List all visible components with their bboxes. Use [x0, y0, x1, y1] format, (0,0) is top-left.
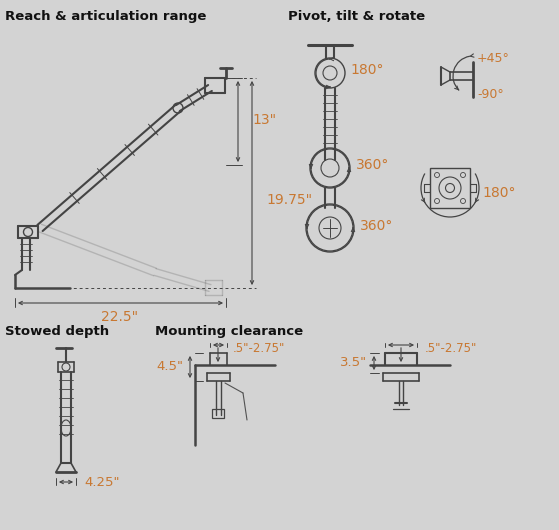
Text: 22.5": 22.5" [101, 310, 139, 324]
Text: Reach & articulation range: Reach & articulation range [5, 10, 206, 23]
Text: 180°: 180° [482, 186, 515, 200]
Bar [430, 168, 470, 208]
Text: -90°: -90° [477, 87, 504, 101]
Text: .5"-2.75": .5"-2.75" [233, 342, 286, 356]
Text: Pivot, tilt & rotate: Pivot, tilt & rotate [288, 10, 425, 23]
Text: 13": 13" [252, 113, 276, 127]
Text: 19.75": 19.75" [266, 193, 312, 207]
Text: 180°: 180° [350, 63, 383, 77]
Text: 3.5": 3.5" [340, 357, 367, 369]
Text: Stowed depth: Stowed depth [5, 325, 109, 338]
Text: +45°: +45° [477, 51, 510, 65]
Text: 4.5": 4.5" [156, 360, 183, 374]
Text: Mounting clearance: Mounting clearance [155, 325, 303, 338]
Text: .5"-2.75": .5"-2.75" [425, 342, 477, 356]
Text: 360°: 360° [360, 219, 394, 233]
Text: 360°: 360° [356, 158, 390, 172]
Bar [212, 409, 224, 418]
Text: 4.25": 4.25" [84, 475, 120, 489]
